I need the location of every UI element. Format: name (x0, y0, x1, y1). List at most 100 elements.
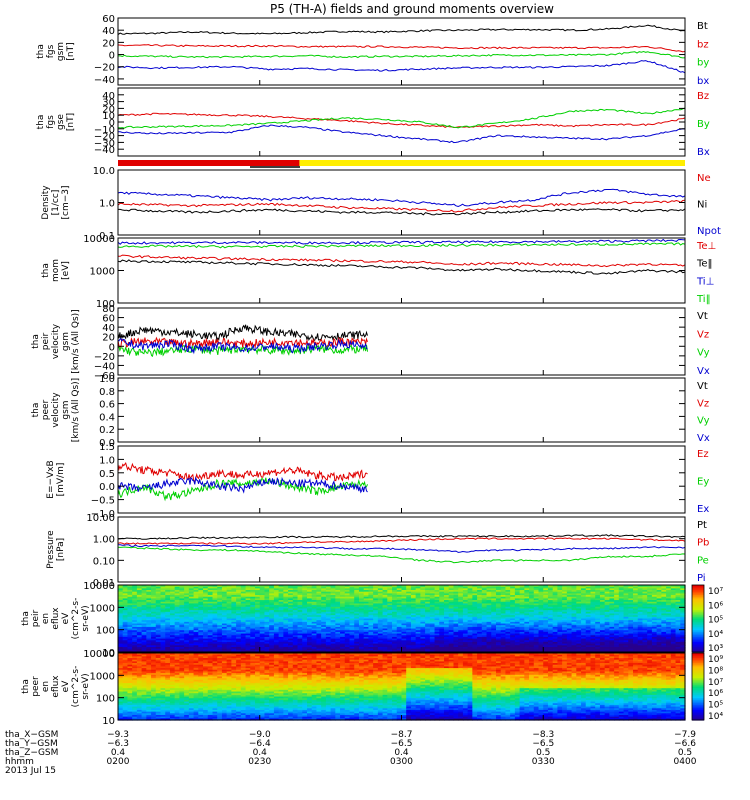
spectrogram-cell (236, 635, 242, 638)
spectrogram-cell (226, 608, 232, 611)
spectrogram-cell (264, 596, 270, 599)
spectrogram-cell (141, 586, 147, 589)
y-tick-label: 0.10 (93, 556, 115, 567)
spectrogram-cell (236, 608, 242, 611)
y-tick-label: 1.0 (99, 455, 115, 466)
spectrogram-cell (344, 593, 351, 596)
spectrogram-cell (510, 585, 516, 588)
spectrogram-cell (496, 635, 502, 638)
spectrogram-cell (335, 635, 341, 638)
spectrogram-cell (188, 621, 195, 625)
spectrogram-cell (184, 593, 190, 596)
spectrogram-cell (226, 646, 232, 650)
spectrogram-cell (392, 641, 398, 645)
spectrogram-cell (307, 620, 313, 623)
spectrogram-cell (259, 613, 266, 616)
spectrogram-cell (434, 615, 440, 618)
spectrogram-cell (231, 621, 237, 625)
spectrogram-cell (368, 638, 374, 641)
spectrogram-cell (453, 643, 459, 646)
spectrogram-cell (448, 636, 455, 640)
spectrogram-cell (321, 608, 327, 611)
spectrogram-cell (510, 626, 516, 630)
spectrogram-cell (259, 631, 266, 635)
spectrogram-cell (340, 605, 346, 608)
spectrogram-cell (207, 628, 214, 631)
spectrogram-cell (481, 625, 488, 628)
spectrogram-cell (477, 590, 483, 593)
spectrogram-cell (420, 585, 426, 588)
spectrogram-cell (472, 635, 478, 638)
spectrogram-cell (434, 611, 440, 615)
spectrogram-cell (198, 646, 204, 650)
spectrogram-cell (203, 615, 209, 618)
spectrogram-cell (363, 648, 370, 651)
spectrogram-cell (344, 631, 351, 635)
spectrogram-cell (505, 625, 511, 628)
spectrogram-cell (401, 628, 407, 631)
spectrogram-cell (429, 643, 436, 646)
spectrogram-cell (155, 633, 162, 636)
spectrogram-cell (363, 628, 370, 631)
spectrogram-cell (340, 626, 346, 630)
spectrogram-cell (264, 603, 270, 606)
spectrogram-cell (217, 623, 223, 626)
spectrogram-cell (292, 643, 299, 646)
spectrogram-cell (122, 585, 129, 588)
spectrogram-cell (425, 641, 431, 645)
spectrogram-cell (236, 618, 242, 621)
spectrogram-cell (165, 646, 171, 650)
spectrogram-cell (491, 625, 497, 628)
spectrogram-cell (165, 638, 171, 641)
spectrogram-cell (415, 613, 421, 616)
spectrogram-cell (344, 648, 351, 651)
spectrogram-cell (250, 616, 256, 620)
spectrogram-cell (448, 616, 455, 620)
spectrogram-cell (321, 638, 327, 641)
spectrogram-cell (307, 643, 313, 646)
spectrogram-cell (486, 650, 492, 653)
spectrogram-cell (188, 640, 195, 643)
spectrogram-cell (184, 635, 190, 638)
spectrogram-cell (316, 620, 322, 623)
spectrogram-cell (231, 625, 237, 628)
spectrogram-cell (406, 623, 412, 626)
spectrogram-cell (250, 650, 256, 653)
y-axis-label: velocity (51, 392, 61, 428)
spectrogram-cell (136, 650, 143, 653)
spectrogram-cell (340, 613, 346, 616)
spectrogram-cell (335, 625, 341, 628)
spectrogram-cell (448, 603, 455, 606)
spectrogram-cell (118, 620, 124, 623)
spectrogram-cell (519, 605, 525, 608)
spectrogram-cell (231, 603, 237, 606)
spectrogram-cell (174, 648, 181, 651)
spectrogram-cell (510, 613, 516, 616)
spectrogram-cell (184, 623, 190, 626)
spectrogram-cell (519, 586, 525, 589)
spectrogram-cell (444, 605, 450, 608)
spectrogram-cell (510, 611, 516, 615)
spectrogram-cell (420, 603, 426, 606)
spectrogram-cell (165, 621, 171, 625)
spectrogram-cell (415, 620, 421, 623)
spectrogram-cell (179, 638, 185, 641)
spectrogram-cell (496, 631, 502, 635)
spectrogram-cell (203, 633, 209, 636)
spectrogram-cell (212, 608, 218, 611)
spectrogram-cell (307, 596, 313, 599)
spectrogram-cell (179, 633, 185, 636)
spectrogram-cell (302, 606, 308, 610)
spectrogram-cell (165, 610, 171, 613)
spectrogram-cell (193, 586, 199, 589)
spectrogram-cell (519, 598, 525, 601)
spectrogram-cell (240, 610, 247, 613)
spectrogram-cell (420, 605, 426, 608)
spectrogram-cell (453, 625, 459, 628)
spectrogram-cell (151, 648, 157, 651)
spectrogram-cell (146, 588, 152, 591)
spectrogram-cell (429, 615, 436, 618)
spectrogram-cell (165, 600, 171, 603)
spectrogram-cell (132, 600, 138, 603)
